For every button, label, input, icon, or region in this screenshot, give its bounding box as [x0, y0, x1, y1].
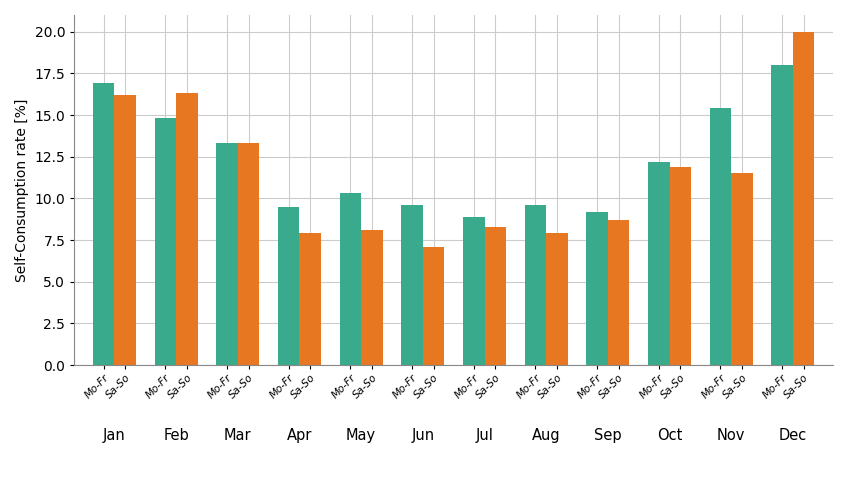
Bar [772, 65, 793, 365]
Bar [423, 247, 444, 365]
Bar [278, 207, 299, 365]
Text: Apr: Apr [287, 428, 312, 443]
Bar [670, 167, 691, 365]
Bar [793, 32, 814, 365]
Bar [648, 162, 670, 365]
Text: Nov: Nov [717, 428, 745, 443]
Bar [463, 217, 484, 365]
Bar [608, 220, 629, 365]
Bar [114, 95, 136, 365]
Bar [586, 212, 608, 365]
Bar [176, 94, 198, 365]
Bar [731, 173, 753, 365]
Text: Dec: Dec [778, 428, 807, 443]
Bar [525, 205, 546, 365]
Text: May: May [346, 428, 377, 443]
Bar [484, 227, 506, 365]
Bar [546, 233, 568, 365]
Text: Jan: Jan [103, 428, 126, 443]
Text: Aug: Aug [532, 428, 561, 443]
Text: Oct: Oct [657, 428, 683, 443]
Bar [154, 118, 176, 365]
Text: Feb: Feb [163, 428, 189, 443]
Text: Jul: Jul [476, 428, 494, 443]
Bar [216, 143, 237, 365]
Text: Sep: Sep [594, 428, 622, 443]
Bar [339, 193, 361, 365]
Bar [92, 83, 114, 365]
Y-axis label: Self-Consumption rate [%]: Self-Consumption rate [%] [15, 98, 29, 282]
Bar [361, 230, 382, 365]
Bar [710, 109, 731, 365]
Bar [237, 143, 259, 365]
Bar [299, 233, 321, 365]
Text: Jun: Jun [411, 428, 434, 443]
Bar [401, 205, 423, 365]
Text: Mar: Mar [224, 428, 252, 443]
